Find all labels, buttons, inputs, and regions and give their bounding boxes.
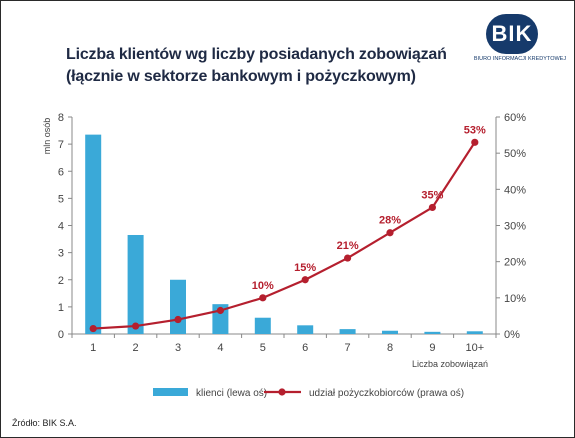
line-data-label: 28% — [379, 215, 401, 227]
line-point — [216, 306, 224, 315]
line-data-label: 53% — [464, 124, 486, 136]
y-tick-label-right: 60% — [504, 112, 526, 124]
legend-swatch-bars — [153, 388, 188, 396]
x-axis-label: Liczba zobowiązań — [412, 359, 488, 369]
legend-swatch-point — [278, 388, 286, 396]
line-point — [132, 322, 140, 330]
line-point — [301, 276, 309, 284]
bar-klienci — [466, 331, 483, 334]
x-tick-label: 3 — [175, 342, 181, 354]
bar-klienci — [254, 317, 271, 334]
x-tick-label: 5 — [260, 342, 266, 354]
bar-klienci — [170, 279, 186, 334]
y-tick-label-right: 40% — [504, 184, 526, 196]
bar-klienci — [297, 325, 314, 334]
line-point — [471, 138, 479, 146]
bar-klienci — [339, 329, 356, 334]
line-point — [386, 229, 394, 237]
y-tick-label-left: 6 — [58, 166, 64, 178]
line-data-label: 15% — [294, 262, 316, 274]
line-udzial — [93, 141, 476, 330]
y-tick-label-right: 50% — [504, 148, 526, 160]
bar-klienci — [85, 134, 102, 334]
line-point — [344, 254, 352, 262]
legend-label-bars: klienci (lewa oś) — [196, 388, 267, 399]
bar-klienci — [382, 330, 398, 334]
legend-label-line: udział pożyczkobiorców (prawa oś) — [309, 388, 464, 399]
x-tick-label: 1 — [90, 342, 96, 354]
y-tick-label-right: 20% — [504, 257, 526, 269]
y-tick-label-left: 4 — [58, 221, 64, 233]
x-tick-label: 7 — [345, 342, 351, 354]
y-tick-label-left: 8 — [58, 112, 64, 124]
source-note: Źródło: BIK S.A. — [12, 418, 77, 428]
line-point — [89, 324, 97, 333]
bar-klienci — [127, 234, 144, 334]
bik-logo: BIK BIURO INFORMACJI KREDYTOWEJ — [474, 14, 570, 64]
y-tick-label-right: 10% — [504, 293, 526, 305]
x-tick-label: 8 — [387, 342, 393, 354]
chart-title-line2: (łącznie w sektorze bankowym i pożyczkow… — [66, 68, 416, 85]
y-tick-label-left: 5 — [58, 193, 64, 205]
y-tick-label-right: 30% — [504, 221, 526, 233]
x-tick-label: 4 — [217, 342, 223, 354]
y-axis-label: mln osób — [42, 118, 52, 155]
y-tick-label-left: 2 — [58, 275, 64, 287]
x-tick-label: 10+ — [465, 342, 484, 354]
y-tick-label-left: 1 — [58, 302, 64, 314]
y-tick-label-right: 0% — [504, 329, 520, 341]
line-point — [259, 294, 267, 302]
x-tick-label: 9 — [429, 342, 435, 354]
line-point — [428, 203, 436, 212]
line-data-label: 21% — [337, 240, 359, 252]
chart-title-line1: Liczba klientów wg liczby posiadanych zo… — [66, 46, 447, 63]
line-point — [174, 315, 182, 324]
line-data-label: 35% — [421, 189, 443, 201]
bik-logo-subtitle: BIURO INFORMACJI KREDYTOWEJ — [473, 56, 567, 62]
x-tick-label: 6 — [302, 342, 308, 354]
x-tick-label: 2 — [133, 342, 139, 354]
y-tick-label-left: 3 — [58, 248, 64, 260]
y-tick-label-left: 0 — [58, 329, 64, 341]
line-data-label: 10% — [252, 280, 274, 292]
y-tick-label-left: 7 — [58, 139, 64, 151]
chart-title: Liczba klientów wg liczby posiadanych zo… — [66, 44, 447, 88]
bik-logo-mark: BIK — [486, 14, 538, 54]
bar-klienci — [424, 331, 441, 334]
